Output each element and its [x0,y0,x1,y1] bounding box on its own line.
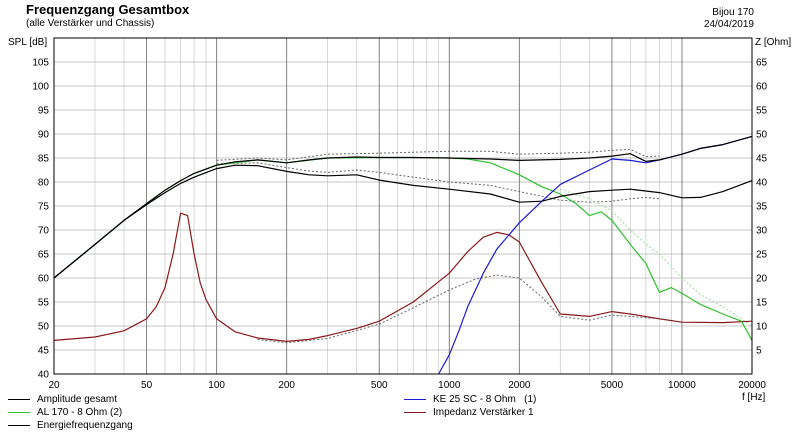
y-right-tick-label: 50 [756,130,768,141]
x-tick-label: 10000 [668,380,696,391]
chart-title: Frequenzgang Gesamtbox [26,2,190,17]
legend-label-impedance: Impedanz Verstärker 1 [433,407,534,418]
y-left-tick-label: 85 [38,154,50,165]
x-tick-label: 1000 [438,380,461,391]
dotted-series-line-3 [257,274,683,344]
y-right-tick-label: 45 [756,154,768,165]
legend-swatch-energy [8,425,30,426]
y-left-tick-label: 40 [38,370,50,381]
x-tick-label: 2000 [508,380,531,391]
y-left-tick-label: 55 [38,298,50,309]
x-tick-label: 5000 [601,380,624,391]
y-right-tick-label: 60 [756,82,768,93]
x-tick-label: 100 [208,380,225,391]
y-left-tick-label: 80 [38,178,50,189]
dotted-series-line-1 [216,162,660,203]
legend-swatch-amplitude [8,399,30,400]
legend-item-amplitude: Amplitude gesamt [8,394,117,405]
y-left-tick-label: 70 [38,226,50,237]
dotted-series-group [216,148,753,344]
legend-label-energy: Energiefrequenzgang [37,420,133,431]
legend-item-al170: AL 170 - 8 Ohm (2) [8,407,122,418]
project-date: 24/04/2019 [703,19,754,30]
y-right-axis-label: Z [Ohm] [755,37,791,48]
y-right-tick-label: 20 [756,274,768,285]
x-tick-label: 200 [278,380,295,391]
x-tick-label: 50 [141,380,153,391]
y-left-tick-label: 105 [32,58,49,69]
y-right-tick-label: 40 [756,178,768,189]
legend-item-impedance: Impedanz Verstärker 1 [404,407,534,418]
y-right-tick-label: 10 [756,322,768,333]
y-left-tick-label: 95 [38,106,50,117]
y-left-axis-label: SPL [dB] [8,37,47,48]
y-right-tick-labels: 5 10 15 20 25 30 35 40 45 50 55 60 65 [756,58,768,357]
project-name: Bijou 170 [712,7,754,18]
legend-swatch-impedance [404,412,426,413]
y-left-tick-label: 90 [38,130,50,141]
y-left-tick-label: 75 [38,202,50,213]
series-group [53,135,753,375]
y-left-tick-label: 50 [38,322,50,333]
series-line-energiefrequenzgang [53,164,753,279]
y-left-tick-labels: 40 45 50 55 60 65 70 75 80 85 90 95 100 105 [32,58,49,381]
x-tick-label: 500 [371,380,388,391]
dotted-series-line-0 [216,148,660,161]
y-right-tick-label: 65 [756,58,768,69]
x-tick-label: 20000 [738,380,766,391]
dotted-series-line-2 [560,188,753,327]
y-right-tick-label: 35 [756,202,768,213]
y-right-tick-label: 15 [756,298,768,309]
y-left-tick-label: 100 [32,82,49,93]
y-right-tick-label: 30 [756,226,768,237]
plot-frame [53,37,753,375]
y-left-tick-label: 65 [38,250,50,261]
legend-label-amplitude: Amplitude gesamt [37,394,118,405]
legend-item-energy: Energiefrequenzgang [8,420,133,431]
x-tick-label: 20 [48,380,60,391]
legend-label-ke25: KE 25 SC - 8 Ohm (1) [433,394,537,405]
legend-label-al170: AL 170 - 8 Ohm (2) [37,407,123,418]
x-axis-label: f [Hz] [742,392,766,403]
y-left-tick-label: 60 [38,274,50,285]
y-right-tick-label: 5 [756,346,762,357]
series-line-impedanz-verst-rker-1 [53,212,753,342]
legend-item-ke25: KE 25 SC - 8 Ohm (1) [404,394,536,405]
y-left-tick-label: 45 [38,346,50,357]
y-right-tick-label: 25 [756,250,768,261]
x-tick-labels: 20 50 100 200 500 1000 2000 5000 10000 20000 [48,380,766,391]
y-right-tick-label: 55 [756,106,768,117]
legend-swatch-ke25 [404,399,426,400]
chart-subtitle: (alle Verstärker und Chassis) [26,18,155,29]
legend-swatch-al170 [8,412,30,413]
series-line-amplitude-gesamt [53,135,753,279]
